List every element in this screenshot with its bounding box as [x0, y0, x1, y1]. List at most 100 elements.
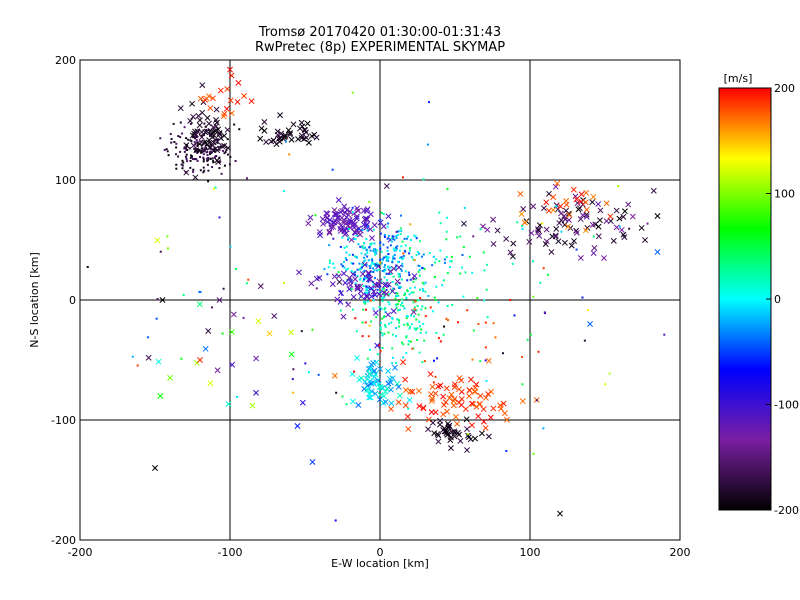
data-point-dot-699 [437, 301, 440, 304]
data-point-x-921 [396, 392, 403, 399]
data-point-x-907 [365, 276, 372, 283]
data-point-x-382 [343, 230, 350, 237]
data-point-dot-33 [204, 144, 207, 147]
data-point-x-1436 [654, 249, 661, 255]
data-point-dot-713 [397, 294, 400, 297]
data-point-x-187 [201, 147, 208, 154]
data-point-dot-106 [220, 172, 223, 175]
data-point-x-253 [298, 119, 305, 126]
data-point-x-1174 [548, 249, 555, 255]
data-point-x-1122 [629, 213, 636, 220]
data-point-x-1439 [249, 402, 256, 409]
data-point-dot-780 [364, 302, 367, 305]
data-point-dot-597 [378, 268, 381, 271]
data-point-x-972 [443, 385, 450, 392]
data-point-dot-492 [363, 269, 366, 272]
data-point-dot-69 [209, 157, 212, 160]
data-point-dot-785 [384, 310, 387, 313]
data-point-x-1024 [420, 405, 427, 412]
data-point-x-211 [196, 141, 203, 148]
data-point-dot-557 [393, 257, 396, 260]
data-point-dot-1424 [351, 91, 354, 94]
data-point-dot-1224 [446, 305, 449, 308]
data-point-dot-65 [217, 145, 220, 148]
data-point-x-960 [378, 384, 385, 391]
data-point-x-856 [390, 308, 397, 315]
data-point-dot-127 [226, 138, 229, 141]
data-point-x-1008 [480, 418, 487, 425]
data-point-dot-837 [405, 352, 408, 355]
data-point-dot-610 [391, 235, 394, 238]
data-point-x-992 [482, 425, 489, 432]
data-point-dot-469 [391, 237, 394, 240]
data-point-dot-454 [416, 250, 419, 253]
data-point-x-1139 [613, 207, 620, 214]
grid-lines [80, 60, 680, 540]
data-point-x-278 [273, 141, 280, 148]
data-point-dot-1223 [401, 240, 404, 243]
data-point-dot-1252 [441, 284, 444, 287]
data-point-x-251 [287, 131, 294, 138]
data-point-dot-107 [198, 140, 201, 143]
data-point-dot-1388 [199, 291, 202, 294]
data-point-dot-408 [376, 269, 379, 272]
data-point-dot-111 [224, 150, 227, 153]
data-point-dot-1323 [314, 214, 317, 217]
data-point-x-933 [406, 397, 413, 403]
data-point-x-1015 [428, 409, 435, 416]
data-point-x-899 [359, 271, 366, 277]
data-point-dot-1269 [537, 350, 540, 353]
data-point-dot-817 [383, 308, 386, 311]
data-point-x-1060 [464, 426, 470, 432]
data-point-dot-1399 [663, 333, 666, 336]
data-point-dot-174 [181, 159, 184, 162]
data-point-dot-389 [396, 234, 399, 237]
data-point-dot-662 [362, 242, 365, 245]
data-point-dot-646 [362, 270, 365, 273]
data-point-x-250 [301, 126, 308, 133]
data-point-dot-538 [328, 262, 331, 265]
data-point-dot-491 [387, 256, 390, 259]
data-point-dot-524 [341, 236, 344, 239]
data-point-dot-1362 [368, 324, 371, 327]
data-point-x-1115 [561, 239, 568, 246]
data-point-dot-1329 [402, 252, 405, 255]
data-point-x-295 [227, 97, 234, 104]
data-point-x-896 [357, 288, 364, 295]
data-point-dot-117 [195, 147, 198, 150]
data-point-dot-401 [408, 249, 411, 252]
data-point-x-371 [330, 223, 337, 230]
data-point-x-1147 [620, 213, 627, 220]
data-point-dot-82 [202, 156, 205, 159]
data-point-x-1438 [309, 459, 316, 465]
colorbar-tick-label-4: -200 [774, 504, 799, 517]
data-point-x-1181 [582, 199, 589, 206]
data-point-dot-14 [188, 147, 191, 150]
data-point-dot-607 [384, 268, 387, 271]
data-point-dot-1354 [432, 359, 435, 362]
data-point-x-1117 [553, 202, 560, 209]
y-tick-label-2: 0 [69, 294, 76, 307]
data-point-x-1013 [388, 406, 395, 412]
data-point-x-1124 [558, 217, 565, 224]
data-point-x-1182 [550, 194, 557, 201]
data-point-dot-57 [238, 128, 241, 131]
data-point-x-1038 [404, 413, 411, 420]
data-point-dot-1390 [543, 311, 546, 314]
data-point-dot-1243 [438, 260, 441, 263]
data-point-x-258 [297, 125, 303, 132]
data-point-x-1177 [589, 221, 596, 228]
data-point-x-291 [248, 98, 255, 105]
data-point-x-266 [257, 135, 264, 142]
data-point-x-1099 [573, 229, 580, 236]
data-point-x-213 [198, 129, 205, 136]
data-point-x-1195 [550, 207, 557, 214]
data-point-x-1069 [435, 438, 442, 445]
data-point-dot-750 [402, 343, 405, 346]
data-point-dot-1349 [412, 277, 415, 280]
data-point-dot-1244 [438, 211, 441, 214]
data-point-x-895 [334, 296, 341, 303]
data-point-x-344 [341, 203, 348, 210]
data-point-dot-120 [186, 160, 189, 163]
data-point-dot-654 [406, 279, 409, 282]
